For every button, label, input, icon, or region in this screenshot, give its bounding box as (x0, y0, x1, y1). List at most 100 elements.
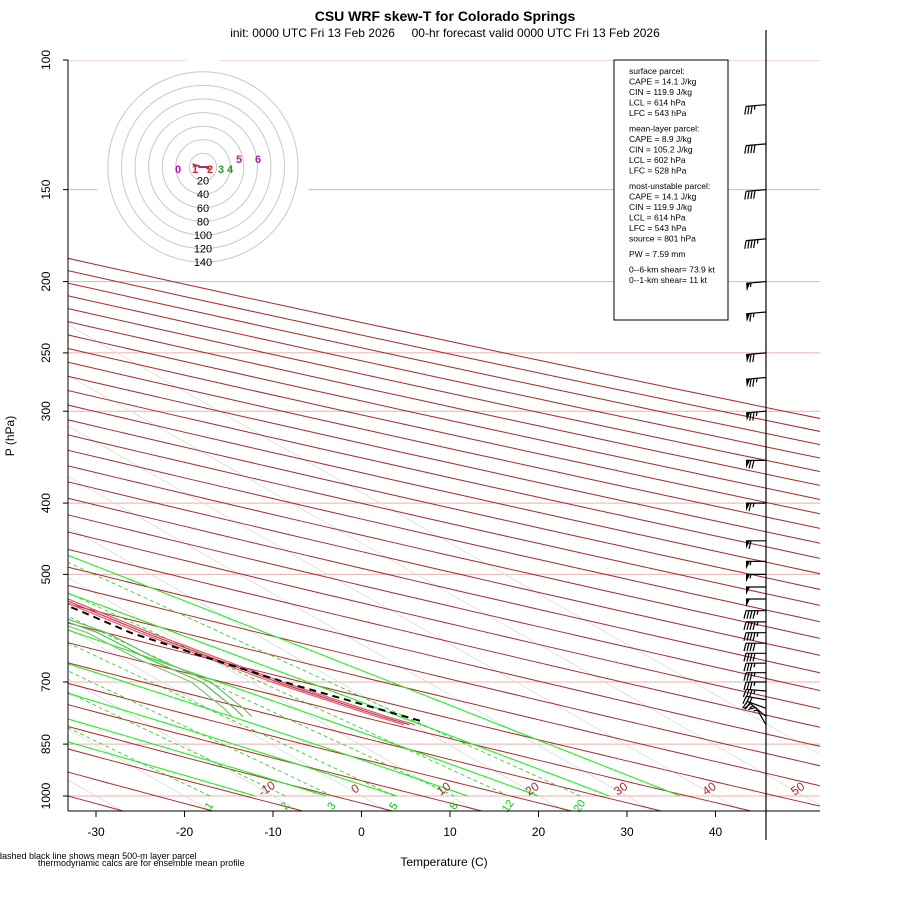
isotherm-line (68, 425, 743, 811)
isotherm-line (68, 678, 301, 811)
dry-adiabat (68, 347, 820, 515)
isobar-lines (68, 60, 820, 797)
stats-line: CIN = 105.2 J/kg (629, 145, 693, 155)
wind-barb-full (749, 412, 752, 421)
dry-adiabat (68, 497, 820, 674)
wind-barb-full (743, 621, 747, 631)
wind-barb-full (746, 672, 750, 681)
wind-barb-full (748, 697, 753, 706)
dry-adiabat (68, 295, 820, 459)
wind-barb-full (749, 354, 752, 363)
plot-area (68, 60, 820, 811)
mixing-ratio-lines (68, 561, 581, 797)
dry-adiabat (68, 603, 820, 787)
wind-barb-full (749, 653, 753, 662)
wind-barb-full (743, 681, 747, 691)
wind-barb-full (749, 610, 753, 619)
stats-line: CIN = 119.9 J/kg (629, 202, 692, 212)
wind-barb-full (749, 313, 752, 322)
wind-barb-full (753, 239, 756, 249)
isotherm-label: 0 (348, 781, 362, 796)
wind-barb-full (743, 663, 747, 672)
moist-adiabat (68, 554, 681, 797)
mixing-ratio-label: 5 (387, 800, 400, 812)
moist-adiabat (68, 629, 539, 797)
dry-adiabat (68, 257, 820, 419)
wind-barb-flag (746, 313, 751, 322)
hodograph-ring-label: 100 (194, 230, 212, 242)
chart-title: CSU WRF skew-T for Colorado Springs (315, 8, 576, 24)
dry-adiabat (68, 282, 820, 446)
chart-subtitle: init: 0000 UTC Fri 13 Feb 2026 00-hr for… (230, 26, 660, 40)
hodograph-ring (134, 98, 272, 236)
dry-adiabat (68, 548, 820, 728)
wind-barb-shaft (746, 143, 767, 147)
wind-barb-full (748, 502, 752, 512)
isotherm-label: 10 (434, 779, 453, 798)
wind-barb-full (743, 643, 747, 652)
y-tick-label: 700 (39, 672, 53, 692)
wind-barb-half (756, 239, 759, 244)
x-tick-label: -10 (264, 825, 282, 839)
mixing-ratio-line (68, 691, 286, 797)
isotherm-line (68, 526, 566, 811)
isotherm-line (68, 374, 820, 806)
wind-barb-full (752, 643, 756, 652)
wind-barb-half (756, 610, 759, 615)
wind-barb-full (743, 653, 747, 662)
wind-barb-full (744, 240, 747, 249)
wind-barb-full (748, 540, 752, 549)
stats-line: CAPE = 14.1 J/kg (629, 77, 697, 87)
wind-barb-full (749, 632, 753, 641)
stats-line: CAPE = 8.9 J/kg (629, 134, 692, 144)
hodograph-ring (120, 84, 286, 250)
hodograph-ring-label: 120 (194, 244, 212, 256)
wind-barbs (742, 30, 767, 840)
temperature-member-line (68, 598, 415, 726)
hodograph-ring (161, 125, 245, 209)
hodograph-ring (188, 152, 218, 182)
dry-adiabat (68, 662, 664, 811)
x-tick-label: 0 (358, 825, 365, 839)
wind-barb-shaft (746, 281, 767, 284)
moist-adiabat (68, 663, 468, 797)
dry-adiabat-lines (68, 257, 820, 811)
stats-line: surface parcel: (629, 66, 685, 76)
hodograph-height-label: 6 (255, 154, 261, 166)
dry-adiabat (68, 748, 305, 811)
wind-barb-full (746, 663, 750, 672)
isotherm-line (68, 324, 820, 756)
wind-barb-full (745, 689, 750, 698)
stats-line: most-unstable parcel: (629, 181, 710, 191)
hodograph-ring-label: 80 (197, 216, 209, 228)
wind-barb-full (747, 240, 750, 249)
stats-line: CIN = 119.9 J/kg (629, 87, 692, 97)
mixing-ratio-line (68, 670, 333, 797)
stats-line: 0--6-km shear= 73.9 kt (629, 265, 715, 275)
wind-barb-full (750, 240, 753, 249)
wind-barb-full (746, 632, 750, 641)
stats-line: LCL = 614 hPa (629, 213, 686, 223)
y-tick-label: 150 (39, 179, 53, 199)
stats-line: LCL = 614 hPa (629, 98, 686, 108)
isotherm-line (68, 627, 389, 811)
wind-barb-flag (746, 587, 750, 595)
stats-line: LFC = 528 hPa (629, 166, 687, 176)
wind-barb-full (751, 460, 755, 469)
dry-adiabat (68, 622, 820, 807)
dry-adiabat (68, 465, 820, 639)
wind-barb-full (747, 145, 750, 154)
parcel-line (68, 604, 421, 722)
mixing-ratio-label: 8 (447, 800, 460, 812)
wind-barb-full (746, 621, 750, 631)
mixing-ratio-line (68, 727, 211, 797)
moist-adiabat (68, 692, 398, 797)
x-tick-label: 20 (532, 825, 546, 839)
stats-line: source = 801 hPa (629, 234, 696, 244)
wind-barb-half (752, 502, 755, 508)
wind-barb-full (752, 621, 756, 631)
hodograph-ring-label: 20 (197, 176, 209, 188)
wind-barb-full (752, 353, 755, 363)
